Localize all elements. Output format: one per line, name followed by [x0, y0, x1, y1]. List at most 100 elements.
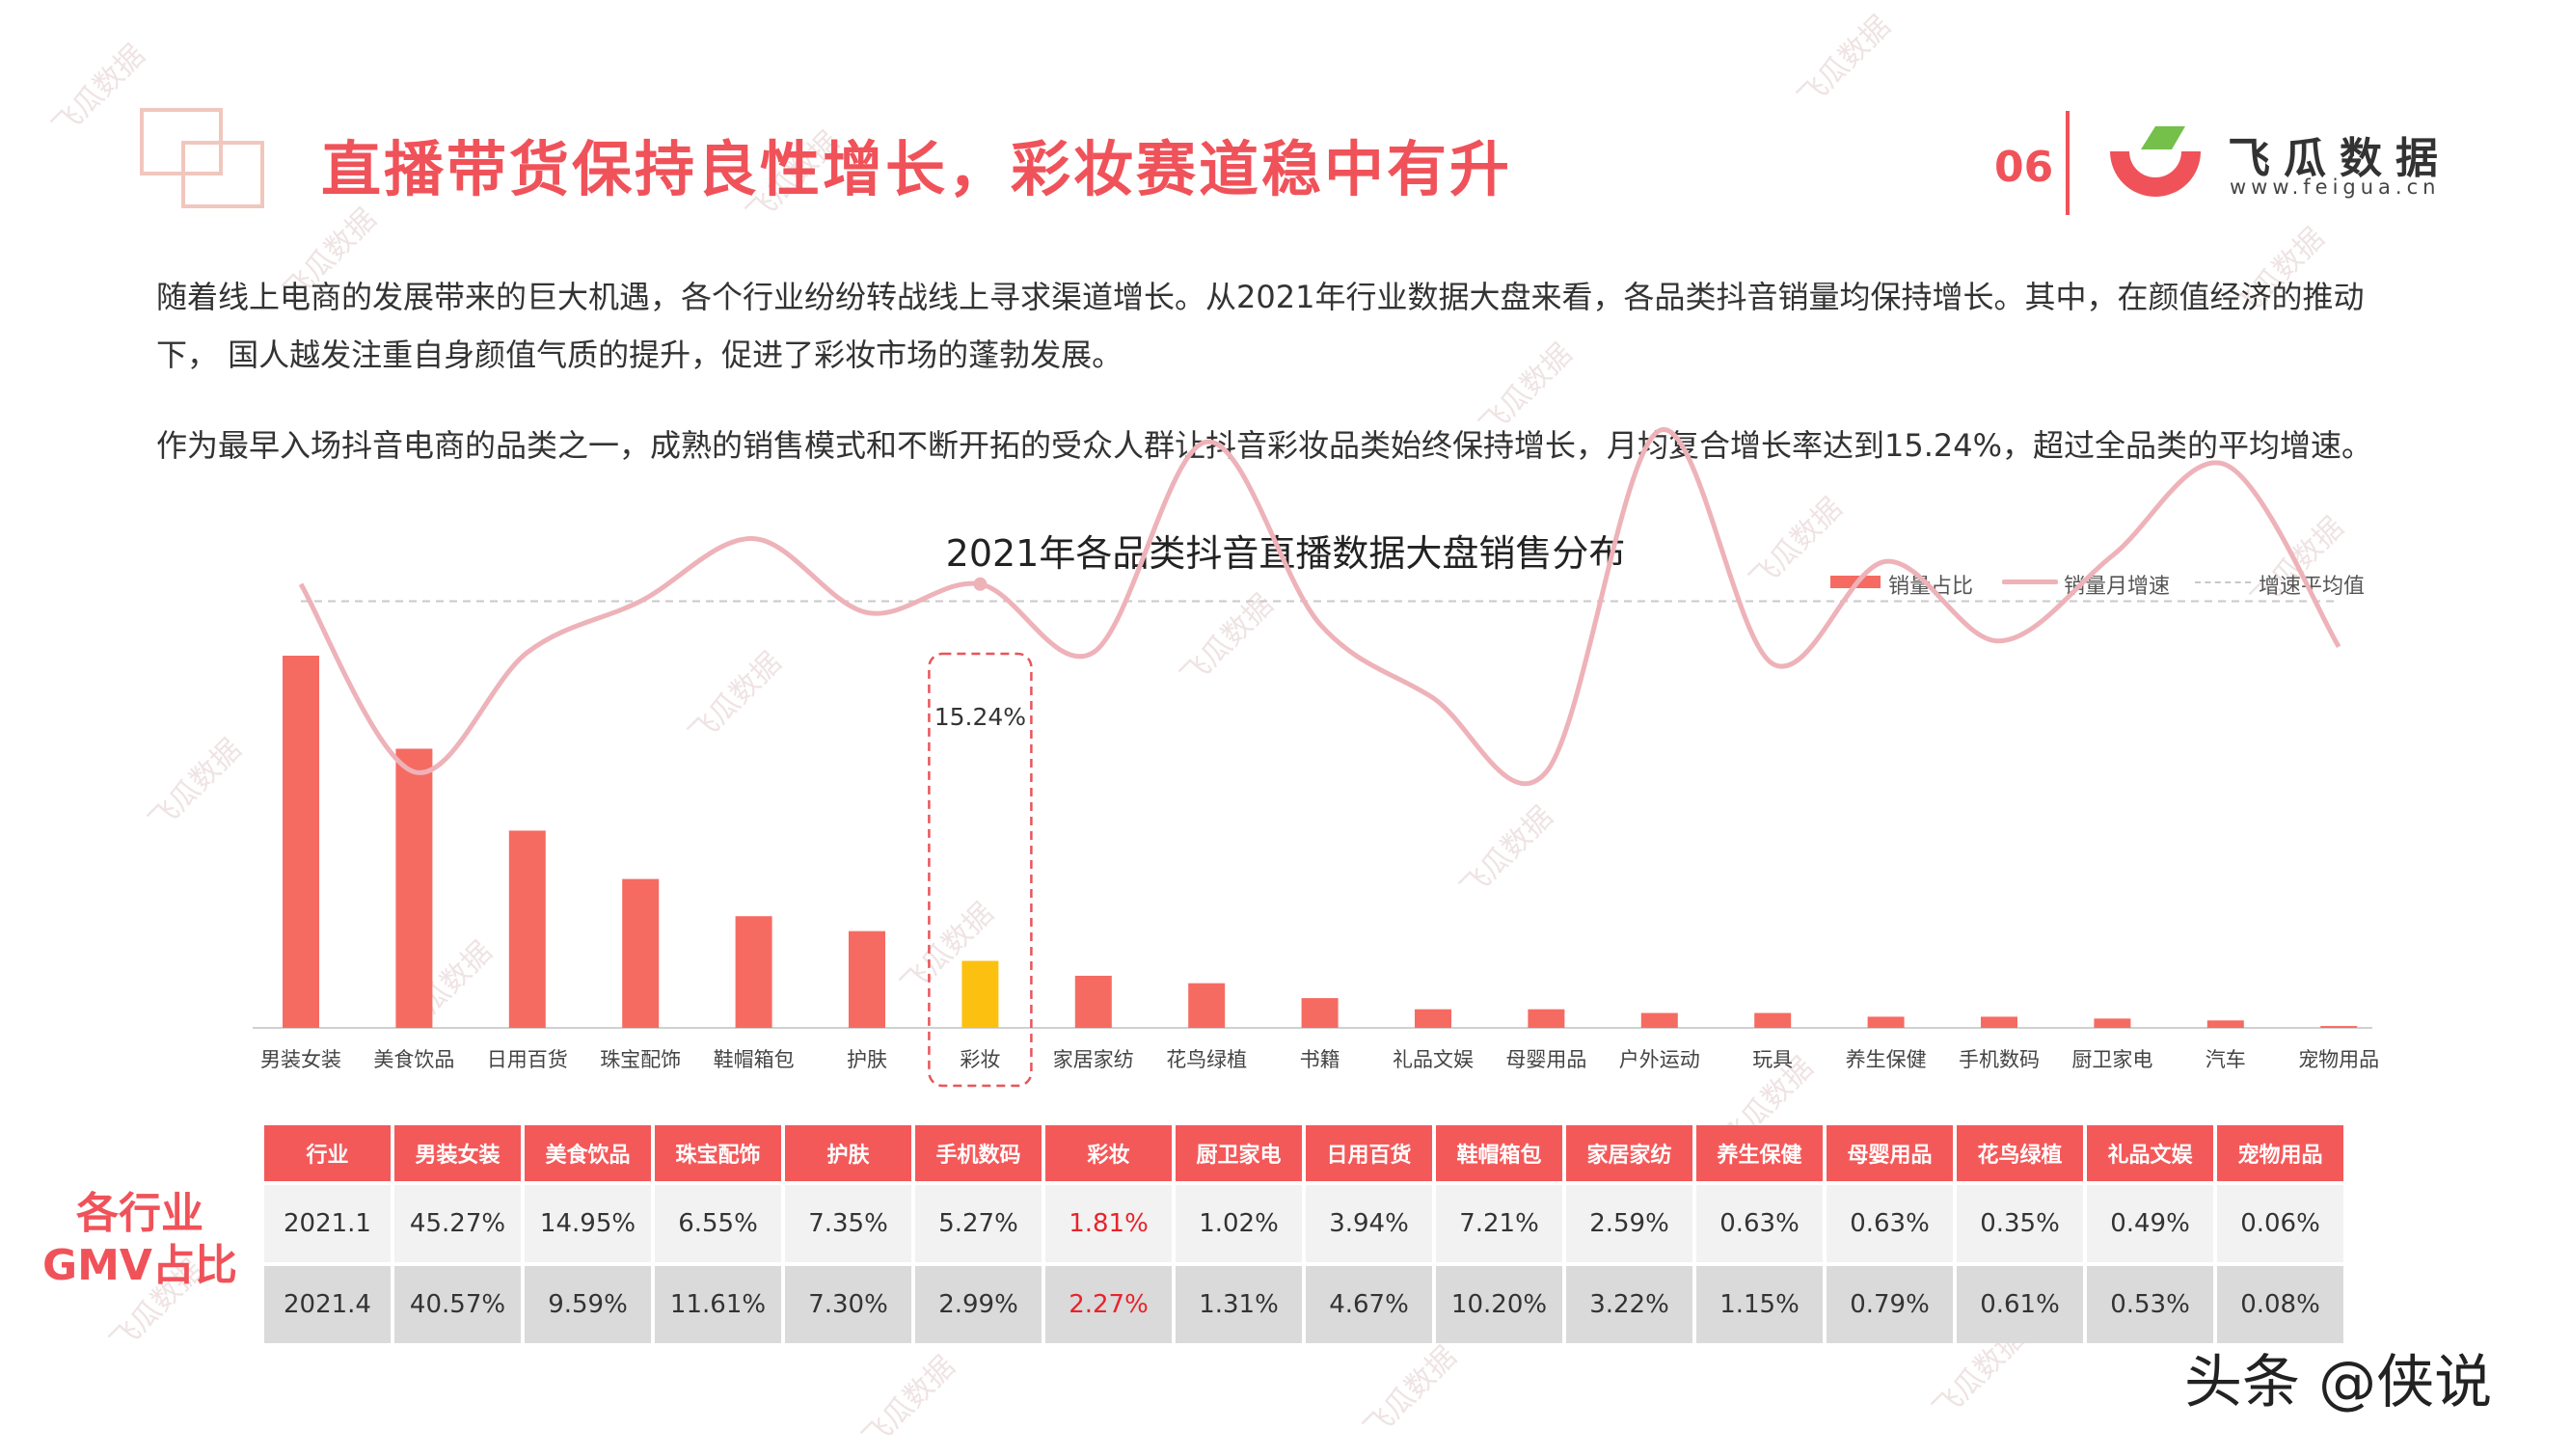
- table-cell: 45.27%: [394, 1185, 521, 1262]
- intro-paragraph: 随着线上电商的发展带来的巨大机遇，各个行业纷纷转战线上寻求渠道增长。从2021年…: [156, 279, 2365, 373]
- table-cell: 1.81%: [1045, 1185, 1172, 1262]
- table-cell: 40.57%: [394, 1266, 521, 1343]
- bar-礼品文娱: [1415, 1009, 1451, 1028]
- table-header-row: 行业 男装女装 美食饮品 珠宝配饰 护肤 手机数码 彩妆 厨卫家电 日用百货 鞋帽箱包 家居家纺 养生…: [264, 1125, 2343, 1181]
- legend-dash-swatch: [2195, 581, 2251, 583]
- bar-家居家纺: [1074, 975, 1112, 1028]
- table-cell: 2.27%: [1045, 1266, 1172, 1343]
- bar-玩具: [1754, 1012, 1792, 1028]
- gmv-side-label: 各行业 GMV占比: [39, 1188, 241, 1292]
- table-cell: 0.49%: [2087, 1185, 2213, 1262]
- category-label: 鞋帽箱包: [714, 1048, 795, 1071]
- bar-养生保健: [1867, 1016, 1905, 1028]
- gmv-share-table: 行业 男装女装 美食饮品 珠宝配饰 护肤 手机数码 彩妆 厨卫家电 日用百货 鞋帽箱包 家居家纺 养生…: [260, 1121, 2347, 1347]
- category-label: 护肤: [847, 1048, 887, 1071]
- table-cell: 7.30%: [785, 1266, 911, 1343]
- table-header-cell: 礼品文娱: [2087, 1125, 2213, 1181]
- table-row: 2021.1 45.27% 14.95% 6.55% 7.35% 5.27% 1.81% 1.…: [264, 1185, 2343, 1262]
- table-cell: 0.79%: [1827, 1266, 1953, 1343]
- table-row: 2021.4 40.57% 9.59% 11.61% 7.30% 2.99% 2.27% 1.…: [264, 1266, 2343, 1343]
- legend-line-swatch: [2002, 580, 2058, 584]
- table-cell: 7.21%: [1436, 1185, 1562, 1262]
- table-cell: 10.20%: [1436, 1266, 1562, 1343]
- bar-鞋帽箱包: [735, 916, 772, 1028]
- category-label: 礼品文娱: [1393, 1048, 1474, 1071]
- table-header-cell: 彩妆: [1045, 1125, 1172, 1181]
- table-cell: 9.59%: [525, 1266, 651, 1343]
- table-header-cell: 男装女装: [394, 1125, 521, 1181]
- table-cell: 0.06%: [2217, 1185, 2343, 1262]
- logo-url: www.feigua.cn: [2230, 175, 2441, 199]
- bar-厨卫家电: [2094, 1018, 2131, 1028]
- table-cell: 3.22%: [1566, 1266, 1692, 1343]
- category-label: 养生保健: [1846, 1048, 1927, 1071]
- page-title: 直播带货保持良性增长，彩妆赛道稳中有升: [321, 134, 1513, 204]
- table-cell: 7.35%: [785, 1185, 911, 1262]
- table-cell: 0.63%: [1696, 1185, 1823, 1262]
- bar-母婴用品: [1528, 1009, 1565, 1028]
- category-label: 家居家纺: [1053, 1048, 1134, 1071]
- watermark: 飞瓜数据: [855, 1349, 962, 1456]
- annotation-15-24: 15.24%: [934, 703, 1026, 731]
- bar-男装女装: [283, 656, 319, 1028]
- bar-护肤: [849, 930, 885, 1028]
- table-cell: 2.99%: [915, 1266, 1042, 1343]
- category-label: 男装女装: [260, 1048, 341, 1071]
- table-cell: 1.31%: [1176, 1266, 1302, 1343]
- table-header-cell: 厨卫家电: [1176, 1125, 1302, 1181]
- highlight-box: [928, 652, 1033, 1088]
- table-cell: 1.02%: [1176, 1185, 1302, 1262]
- table-cell: 3.94%: [1306, 1185, 1432, 1262]
- table-cell: 0.63%: [1827, 1185, 1953, 1262]
- bar-彩妆: [961, 960, 999, 1028]
- category-label: 户外运动: [1619, 1048, 1700, 1071]
- bar-宠物用品: [2320, 1026, 2358, 1028]
- side-label-line1: 各行业: [76, 1189, 203, 1238]
- bar-户外运动: [1640, 1012, 1678, 1028]
- bar-花鸟绿植: [1188, 983, 1226, 1028]
- table-header-cell: 宠物用品: [2217, 1125, 2343, 1181]
- table-header-cell: 鞋帽箱包: [1436, 1125, 1562, 1181]
- table-cell: 0.35%: [1957, 1185, 2083, 1262]
- table-cell: 5.27%: [915, 1185, 1042, 1262]
- category-label: 玩具: [1752, 1048, 1793, 1071]
- bar-汽车: [2206, 1020, 2244, 1028]
- table-cell: 14.95%: [525, 1185, 651, 1262]
- category-label: 手机数码: [1959, 1048, 2040, 1071]
- table-header-cell: 美食饮品: [525, 1125, 651, 1181]
- table-cell: 2.59%: [1566, 1185, 1692, 1262]
- bar-日用百货: [508, 830, 546, 1028]
- watermark: 飞瓜数据: [1357, 1339, 1464, 1446]
- table-header-cell: 护肤: [785, 1125, 911, 1181]
- table-header-cell: 手机数码: [915, 1125, 1042, 1181]
- category-label: 宠物用品: [2298, 1048, 2379, 1071]
- header-divider: [2066, 111, 2070, 215]
- growth-rate-line: [298, 427, 2341, 787]
- logo-name: 飞瓜数据: [2228, 134, 2451, 183]
- side-label-line2: GMV占比: [42, 1241, 237, 1290]
- table-cell: 0.08%: [2217, 1266, 2343, 1343]
- table-header-cell: 花鸟绿植: [1957, 1125, 2083, 1181]
- category-label: 日用百货: [487, 1048, 568, 1071]
- table-cell: 0.61%: [1957, 1266, 2083, 1343]
- bar-珠宝配饰: [622, 878, 660, 1028]
- table-header-cell: 行业: [264, 1125, 391, 1181]
- growth-point-cosmetics: [973, 577, 988, 591]
- category-label: 厨卫家电: [2071, 1048, 2152, 1071]
- bar-书籍: [1301, 998, 1339, 1028]
- page-number: 06: [1994, 143, 2054, 192]
- category-label: 书籍: [1300, 1048, 1340, 1071]
- category-label: 彩妆: [960, 1048, 1000, 1071]
- category-label: 母婴用品: [1505, 1048, 1586, 1071]
- table-header-cell: 珠宝配饰: [655, 1125, 781, 1181]
- table-cell: 11.61%: [655, 1266, 781, 1343]
- table-cell: 4.67%: [1306, 1266, 1432, 1343]
- table-header-cell: 母婴用品: [1827, 1125, 1953, 1181]
- row-date-cell: 2021.4: [264, 1266, 391, 1343]
- category-label: 花鸟绿植: [1166, 1048, 1247, 1071]
- category-label: 美食饮品: [373, 1048, 454, 1071]
- decorative-square-front: [181, 141, 264, 208]
- source-credit: 头条 @侠说: [2184, 1349, 2493, 1416]
- bar-美食饮品: [395, 748, 433, 1028]
- cosmetics-paragraph: 作为最早入场抖音电商的品类之一，成熟的销售模式和不断开拓的受众人群让抖音彩妆品类…: [156, 427, 2373, 464]
